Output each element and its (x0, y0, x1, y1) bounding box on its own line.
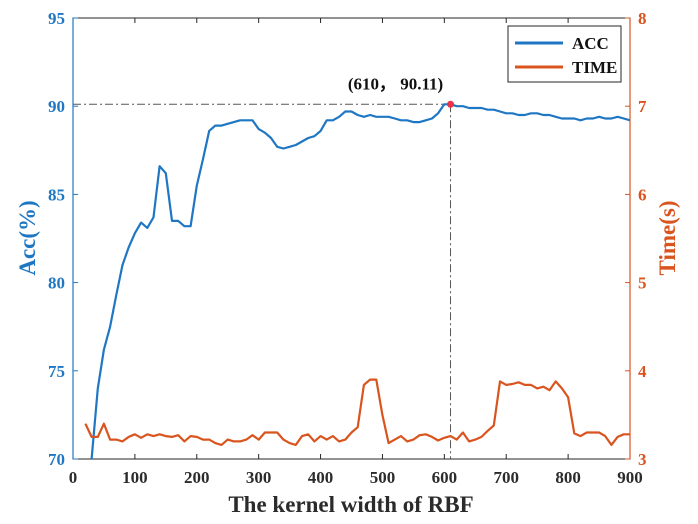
marker-layer (447, 100, 455, 108)
x-tick-label: 900 (617, 468, 643, 487)
y-left-tick-label: 95 (48, 9, 65, 28)
y-left-tick-label: 75 (48, 362, 65, 381)
legend: ACC TIME (507, 25, 622, 83)
y-right-tick-label: 3 (638, 450, 647, 469)
series-line-time (84, 378, 630, 446)
y-right-tick-label: 7 (638, 97, 647, 116)
y-right-tick-label: 4 (638, 362, 647, 381)
plot-area (72, 17, 631, 460)
legend-label-acc: ACC (572, 34, 609, 53)
x-tick-label: 0 (69, 468, 78, 487)
max-point-marker (447, 100, 455, 108)
y-right-tick-label: 5 (638, 274, 647, 293)
x-tick-label: 600 (432, 468, 458, 487)
series-layer (84, 103, 631, 460)
x-tick-label: 500 (370, 468, 396, 487)
x-tick-label: 700 (493, 468, 519, 487)
reference-lines (73, 103, 452, 459)
legend-label-time: TIME (572, 58, 617, 77)
x-tick-label: 100 (122, 468, 148, 487)
y-right-tick-label: 6 (638, 185, 647, 204)
ticks-layer: 0 100 200 300 400 500 600 700 800 900707580859095… (48, 9, 647, 487)
y-left-tick-label: 80 (48, 274, 65, 293)
y-axis-left-title: Acc(%) (15, 200, 40, 275)
series-line-acc (90, 103, 631, 460)
x-axis-title: The kernel width of RBF (228, 492, 473, 517)
x-tick-label: 800 (555, 468, 581, 487)
y-left-tick-label: 70 (48, 450, 65, 469)
x-tick-label: 200 (184, 468, 210, 487)
y-right-tick-label: 8 (638, 9, 647, 28)
x-tick-label: 400 (308, 468, 334, 487)
x-tick-label: 300 (246, 468, 272, 487)
y-left-tick-label: 85 (48, 185, 65, 204)
legend-box (507, 25, 622, 83)
y-axis-right-title: Time(s) (655, 201, 680, 276)
annotation-label: (610， 90.11) (348, 74, 443, 93)
y-left-tick-label: 90 (48, 97, 65, 116)
